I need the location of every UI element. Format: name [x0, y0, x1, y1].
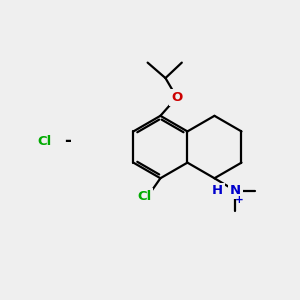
Text: H: H — [212, 184, 223, 197]
Text: N: N — [230, 184, 241, 197]
Text: -: - — [64, 132, 71, 150]
Text: Cl: Cl — [38, 135, 52, 148]
Text: O: O — [171, 91, 182, 104]
Text: +: + — [235, 195, 244, 205]
Text: Cl: Cl — [137, 190, 152, 202]
